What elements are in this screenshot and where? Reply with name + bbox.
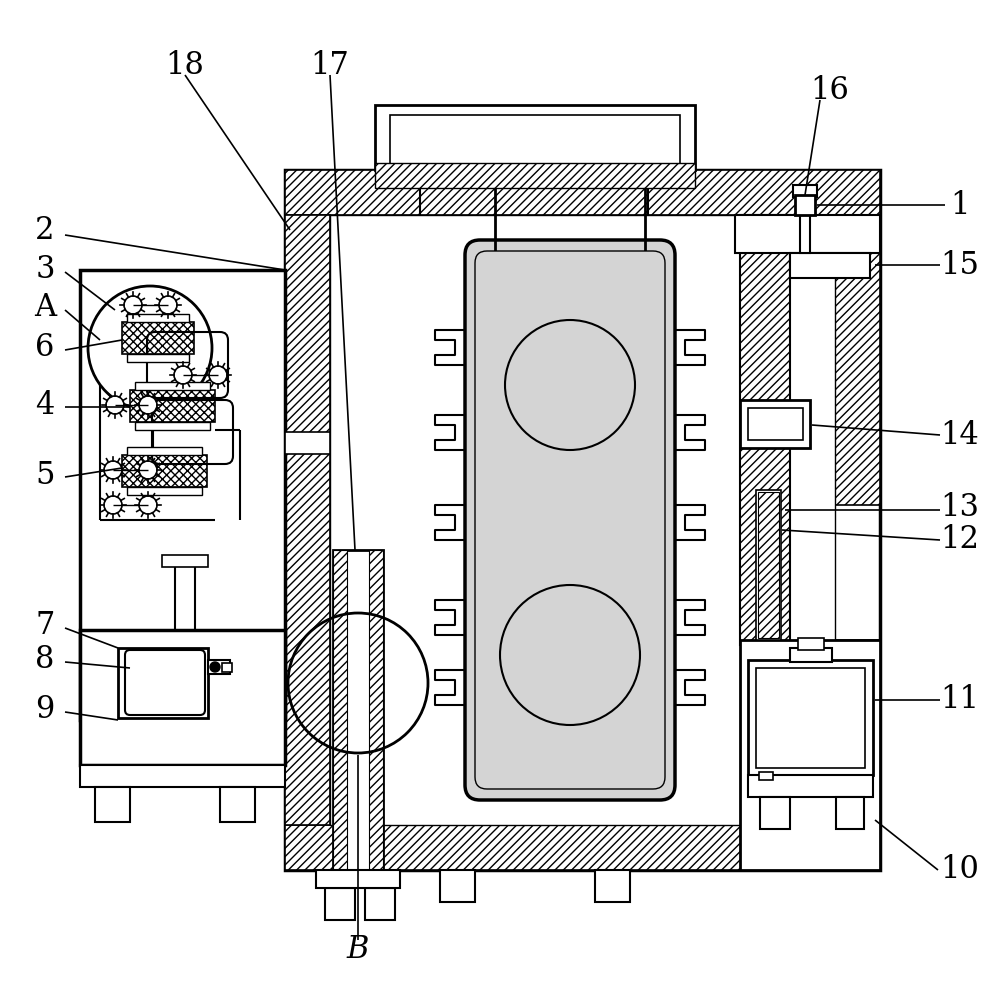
Circle shape xyxy=(88,286,212,410)
Text: 15: 15 xyxy=(940,250,980,280)
Text: 16: 16 xyxy=(811,75,849,106)
Bar xyxy=(285,215,330,825)
Bar xyxy=(333,550,383,880)
Circle shape xyxy=(174,366,192,384)
Text: 9: 9 xyxy=(35,695,55,726)
Bar xyxy=(790,253,870,278)
Bar xyxy=(740,400,810,448)
Bar xyxy=(127,354,189,362)
Bar xyxy=(375,163,695,188)
Bar xyxy=(800,215,810,253)
Bar xyxy=(748,408,803,440)
Bar xyxy=(756,490,781,640)
Circle shape xyxy=(139,496,157,514)
Bar xyxy=(316,870,400,888)
Text: 4: 4 xyxy=(35,389,55,420)
Bar xyxy=(365,888,395,920)
Bar xyxy=(760,797,790,829)
Circle shape xyxy=(500,585,640,725)
Bar xyxy=(285,170,880,215)
Bar xyxy=(333,550,347,880)
Circle shape xyxy=(139,396,157,414)
Bar xyxy=(735,215,880,253)
Circle shape xyxy=(159,296,177,314)
Bar xyxy=(795,195,815,215)
Text: 11: 11 xyxy=(940,685,980,716)
Text: 13: 13 xyxy=(940,492,980,524)
Bar xyxy=(440,870,475,902)
FancyBboxPatch shape xyxy=(465,240,675,800)
Circle shape xyxy=(209,366,227,384)
Bar xyxy=(80,765,285,787)
Bar xyxy=(127,487,202,495)
Circle shape xyxy=(104,496,122,514)
Bar xyxy=(835,215,880,505)
Text: 14: 14 xyxy=(941,419,979,450)
Text: 3: 3 xyxy=(35,254,55,285)
Bar xyxy=(798,638,824,650)
Bar xyxy=(595,870,630,902)
Text: A: A xyxy=(34,292,56,323)
Bar xyxy=(748,660,873,775)
Circle shape xyxy=(106,396,124,414)
Bar xyxy=(835,640,880,825)
Bar xyxy=(740,215,790,645)
Text: 2: 2 xyxy=(35,215,55,246)
Bar xyxy=(740,640,880,870)
FancyBboxPatch shape xyxy=(125,650,205,715)
Text: 10: 10 xyxy=(941,854,979,885)
Bar xyxy=(758,492,779,638)
Bar xyxy=(135,422,210,430)
Bar xyxy=(222,663,232,672)
Bar xyxy=(369,550,383,880)
Bar xyxy=(135,382,210,390)
Bar xyxy=(285,432,330,454)
Bar xyxy=(127,447,202,455)
Text: 18: 18 xyxy=(166,50,204,81)
Bar xyxy=(748,775,873,797)
Circle shape xyxy=(124,296,142,314)
Bar xyxy=(790,648,832,662)
Text: 1: 1 xyxy=(950,190,970,221)
Bar xyxy=(836,797,864,829)
Bar xyxy=(122,322,194,354)
Bar xyxy=(285,825,880,870)
Circle shape xyxy=(104,461,122,479)
Text: 5: 5 xyxy=(35,459,55,490)
Bar xyxy=(285,170,880,870)
Bar xyxy=(95,787,130,822)
Bar xyxy=(759,772,773,780)
Bar xyxy=(118,648,208,718)
Text: 17: 17 xyxy=(311,50,349,81)
Bar xyxy=(325,888,355,920)
Bar xyxy=(130,390,215,422)
Text: 7: 7 xyxy=(35,610,55,641)
Bar xyxy=(793,185,817,197)
Text: B: B xyxy=(347,934,369,965)
Bar xyxy=(80,270,285,720)
Text: 8: 8 xyxy=(35,645,55,676)
Bar xyxy=(330,215,835,825)
Bar xyxy=(127,314,189,322)
Text: 12: 12 xyxy=(940,525,980,556)
Circle shape xyxy=(210,662,220,672)
Bar xyxy=(80,630,285,765)
FancyBboxPatch shape xyxy=(475,251,665,789)
Bar xyxy=(208,660,230,674)
Circle shape xyxy=(139,461,157,479)
Bar xyxy=(122,455,207,487)
Bar xyxy=(375,105,695,170)
Bar xyxy=(162,555,208,567)
Bar xyxy=(390,115,680,170)
Bar xyxy=(220,787,255,822)
Circle shape xyxy=(505,320,635,450)
Text: 6: 6 xyxy=(35,332,55,363)
Bar xyxy=(756,668,865,768)
